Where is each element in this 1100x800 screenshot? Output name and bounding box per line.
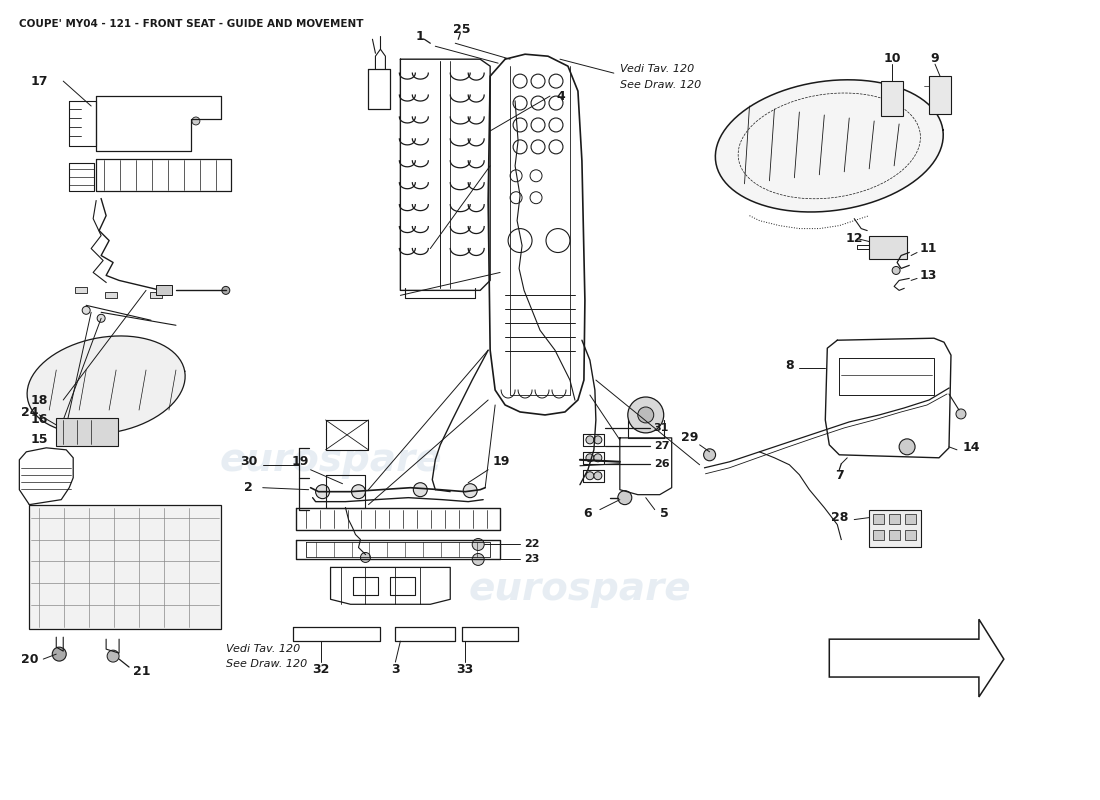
Text: 32: 32	[312, 662, 329, 675]
Text: 14: 14	[962, 442, 980, 454]
Text: 31: 31	[653, 423, 669, 433]
Text: 12: 12	[846, 232, 864, 245]
Circle shape	[472, 554, 484, 566]
FancyBboxPatch shape	[881, 81, 903, 116]
Text: 10: 10	[883, 52, 901, 65]
Text: See Draw. 120: See Draw. 120	[619, 80, 701, 90]
FancyBboxPatch shape	[873, 514, 884, 523]
Text: eurospare: eurospare	[469, 570, 691, 608]
Text: 3: 3	[392, 662, 399, 675]
Polygon shape	[715, 80, 943, 212]
Text: 13: 13	[920, 269, 936, 282]
Circle shape	[586, 454, 594, 462]
Text: 19: 19	[292, 455, 309, 468]
Text: 20: 20	[21, 653, 38, 666]
Text: 4: 4	[556, 90, 564, 102]
Text: 21: 21	[133, 665, 151, 678]
Text: 11: 11	[920, 242, 936, 255]
Circle shape	[414, 482, 427, 497]
Text: 25: 25	[453, 22, 471, 36]
FancyBboxPatch shape	[75, 287, 87, 294]
Circle shape	[361, 553, 371, 562]
Circle shape	[586, 436, 594, 444]
Text: 5: 5	[660, 507, 669, 520]
FancyBboxPatch shape	[156, 286, 172, 295]
Text: 28: 28	[830, 511, 848, 524]
Circle shape	[352, 485, 365, 498]
Text: 30: 30	[240, 455, 257, 468]
Text: 8: 8	[785, 358, 794, 372]
FancyBboxPatch shape	[106, 292, 117, 298]
Circle shape	[586, 472, 594, 480]
Circle shape	[892, 266, 900, 274]
FancyBboxPatch shape	[30, 505, 221, 630]
Circle shape	[463, 484, 477, 498]
Text: COUPE' MY04 - 121 - FRONT SEAT - GUIDE AND MOVEMENT: COUPE' MY04 - 121 - FRONT SEAT - GUIDE A…	[20, 19, 364, 30]
FancyBboxPatch shape	[889, 530, 900, 539]
FancyBboxPatch shape	[873, 530, 884, 539]
Circle shape	[594, 472, 602, 480]
Circle shape	[628, 397, 663, 433]
Text: 17: 17	[31, 74, 48, 88]
Circle shape	[82, 306, 90, 314]
FancyBboxPatch shape	[869, 235, 907, 259]
Text: 19: 19	[492, 455, 509, 468]
Circle shape	[53, 647, 66, 661]
FancyBboxPatch shape	[150, 292, 162, 298]
Circle shape	[472, 538, 484, 550]
Text: 24: 24	[21, 406, 38, 419]
Circle shape	[638, 407, 653, 423]
Text: 15: 15	[31, 434, 48, 446]
Text: 7: 7	[835, 470, 844, 482]
Text: Vedi Tav. 120: Vedi Tav. 120	[226, 644, 300, 654]
FancyBboxPatch shape	[905, 530, 916, 539]
Text: 9: 9	[931, 52, 939, 65]
FancyBboxPatch shape	[905, 514, 916, 523]
FancyBboxPatch shape	[869, 510, 921, 547]
Circle shape	[594, 436, 602, 444]
Text: 1: 1	[416, 30, 425, 42]
Circle shape	[107, 650, 119, 662]
FancyBboxPatch shape	[889, 514, 900, 523]
Circle shape	[191, 117, 200, 125]
Polygon shape	[28, 336, 185, 434]
FancyBboxPatch shape	[56, 418, 118, 446]
Circle shape	[316, 485, 330, 498]
Text: eurospare: eurospare	[219, 441, 442, 478]
Text: 6: 6	[584, 507, 592, 520]
Text: 2: 2	[244, 481, 253, 494]
Text: 33: 33	[456, 662, 474, 675]
Circle shape	[704, 449, 716, 461]
Circle shape	[956, 409, 966, 419]
Text: 29: 29	[681, 431, 698, 444]
Circle shape	[594, 454, 602, 462]
Circle shape	[222, 286, 230, 294]
Text: 16: 16	[31, 414, 48, 426]
Text: 18: 18	[31, 394, 48, 406]
Text: See Draw. 120: See Draw. 120	[226, 659, 307, 669]
Text: Vedi Tav. 120: Vedi Tav. 120	[619, 64, 694, 74]
Text: 27: 27	[653, 441, 669, 451]
Circle shape	[899, 439, 915, 455]
FancyBboxPatch shape	[930, 76, 952, 114]
Text: 26: 26	[653, 458, 670, 469]
Text: 22: 22	[524, 539, 540, 550]
Text: 23: 23	[524, 554, 539, 565]
Circle shape	[97, 314, 106, 322]
Circle shape	[618, 490, 631, 505]
